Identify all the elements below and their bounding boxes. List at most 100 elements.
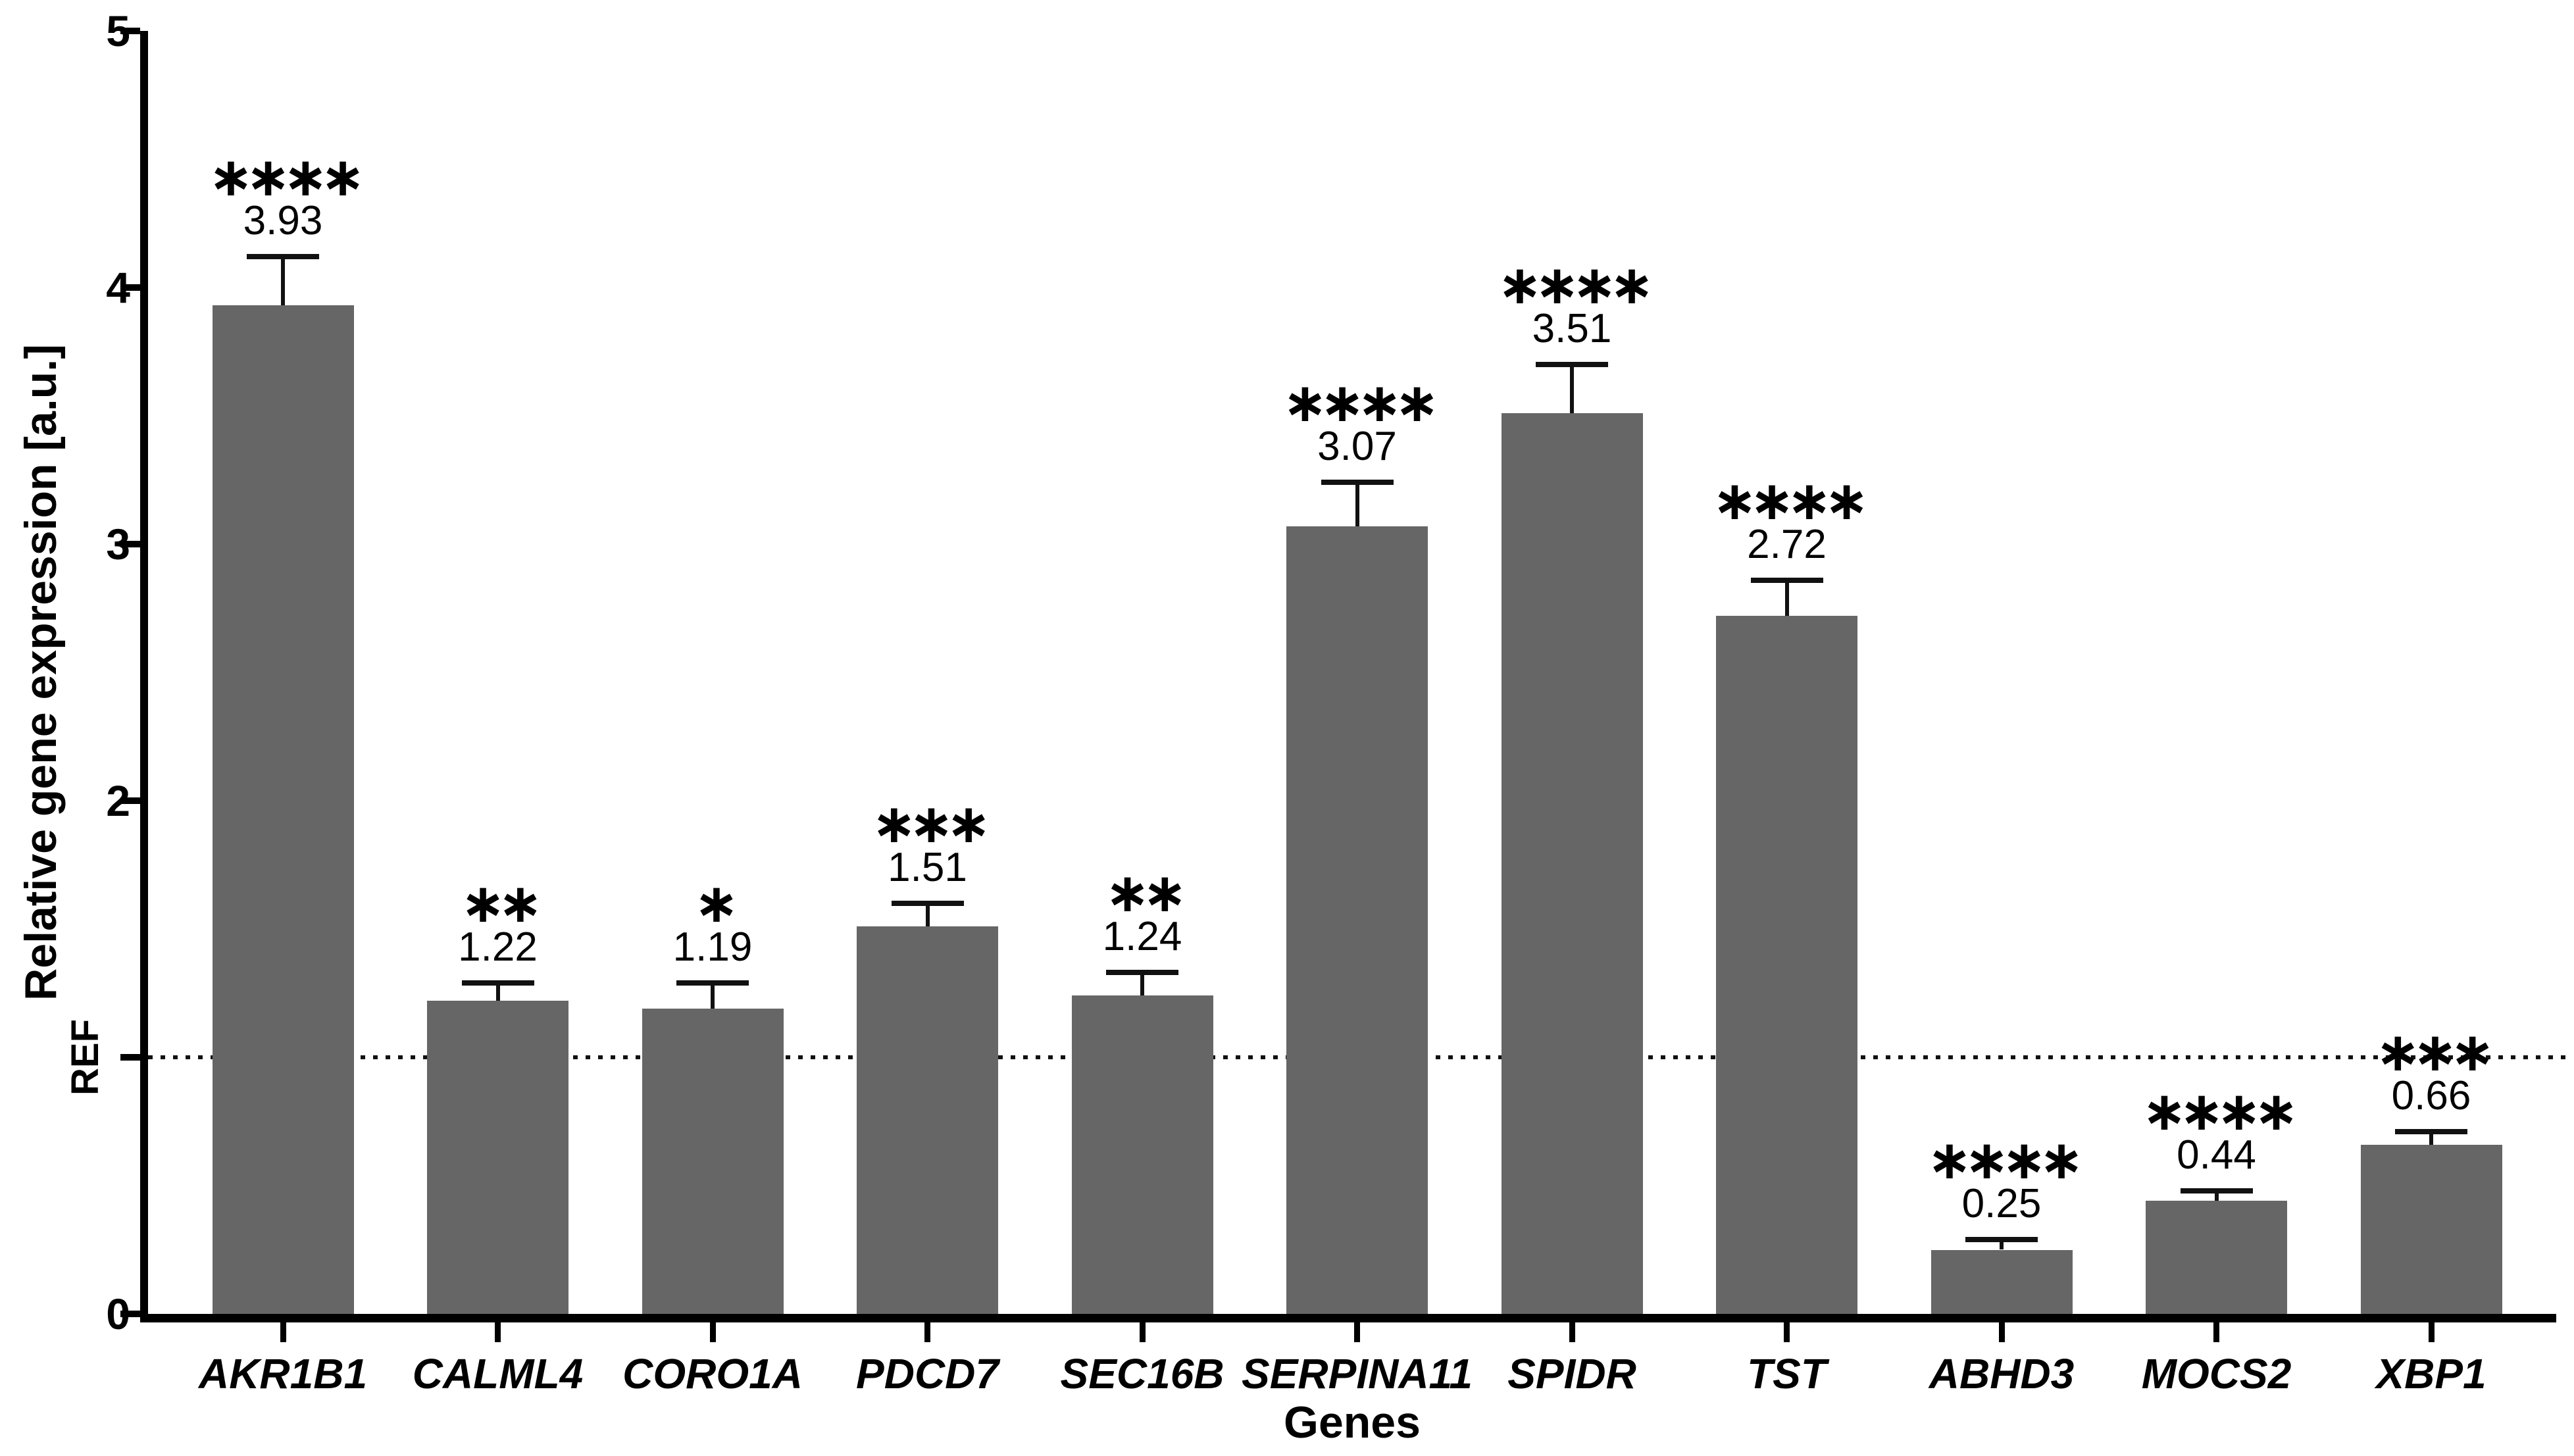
error-bar-stem	[711, 985, 715, 1009]
error-bar-stem	[281, 259, 285, 306]
x-tick	[1998, 1322, 2005, 1342]
x-tick-label-gene: ABHD3	[1929, 1350, 2075, 1397]
bar-value-label: 3.51	[1532, 305, 1612, 351]
bar	[1930, 1249, 2073, 1314]
error-bar-stem	[1140, 975, 1144, 996]
y-tick-label-ref: REF	[64, 1019, 107, 1095]
bar-annotation: ∗∗∗∗ 3.93	[118, 146, 447, 245]
error-bar-stem	[1570, 366, 1574, 414]
bar-value-label: 3.93	[243, 198, 323, 244]
error-bar-stem	[2000, 1242, 2004, 1250]
bar	[1286, 526, 1428, 1314]
y-tick	[120, 1311, 140, 1317]
bar-annotation: ∗∗ 1.22	[334, 872, 663, 971]
error-bar-stem	[1355, 485, 1359, 526]
y-tick-label: 4	[106, 263, 130, 312]
significance-stars: ∗∗∗∗	[1927, 1128, 2084, 1192]
y-tick	[120, 541, 140, 547]
bar-value-label: 1.22	[458, 924, 538, 970]
x-tick	[2213, 1322, 2219, 1342]
bar-annotation: ∗∗∗∗ 3.07	[1193, 376, 1522, 470]
y-tick-label: 0	[106, 1290, 130, 1338]
x-tick	[1784, 1322, 1790, 1342]
significance-stars: ∗∗∗	[871, 792, 991, 855]
x-axis-title: Genes	[1284, 1397, 1421, 1447]
error-bar-stem	[2429, 1134, 2433, 1145]
significance-stars: ∗∗	[460, 872, 543, 935]
x-tick-label-gene: MOCS2	[2141, 1350, 2292, 1397]
error-bar-cap	[2180, 1188, 2253, 1193]
x-tick	[1354, 1322, 1360, 1342]
x-tick	[1139, 1322, 1146, 1342]
bar	[857, 926, 998, 1314]
bar-value-label: 0.44	[2177, 1132, 2256, 1178]
error-bar-cap	[676, 980, 749, 986]
bar	[642, 1008, 784, 1314]
significance-stars: ∗∗∗∗	[1712, 469, 1869, 532]
x-tick-label-gene: TST	[1747, 1350, 1827, 1397]
significance-stars: ∗∗∗∗	[2142, 1080, 2299, 1143]
x-axis-line	[140, 1314, 2556, 1322]
bar	[1501, 413, 1643, 1314]
y-tick	[120, 797, 140, 804]
error-bar-cap	[2395, 1129, 2467, 1134]
bar-value-label: 1.24	[1102, 914, 1182, 960]
error-bar-stem	[2214, 1193, 2219, 1201]
y-tick	[120, 28, 140, 34]
error-bar-cap	[891, 900, 964, 906]
bar	[2146, 1201, 2287, 1314]
bar-value-label: 0.66	[2391, 1073, 2471, 1118]
error-bar-stem	[495, 985, 500, 1001]
significance-stars: ∗∗∗∗	[1497, 253, 1655, 316]
x-tick	[280, 1322, 286, 1342]
significance-stars: ∗∗∗∗	[208, 146, 366, 209]
bar-annotation: ∗ 1.19	[548, 872, 877, 971]
bar	[1071, 995, 1213, 1314]
y-tick	[120, 284, 140, 291]
significance-stars: ∗∗	[1105, 862, 1187, 925]
x-tick-label-gene: SERPINA11	[1242, 1350, 1473, 1397]
bar-annotation: ∗∗∗∗ 3.51	[1407, 253, 1736, 353]
error-bar-cap	[1965, 1236, 2038, 1242]
x-tick-label-gene: CALML4	[412, 1350, 584, 1397]
bar-value-label: 0.25	[1961, 1180, 2042, 1226]
significance-stars: ∗∗∗	[2375, 1021, 2495, 1084]
x-tick	[2428, 1322, 2435, 1342]
bar-value-label: 3.07	[1317, 424, 1397, 470]
error-bar-cap	[1106, 970, 1178, 976]
x-tick-label-gene: SEC16B	[1060, 1350, 1224, 1397]
x-tick	[495, 1322, 501, 1342]
bar-annotation: ∗∗ 1.24	[978, 862, 1307, 961]
x-tick	[1569, 1322, 1575, 1342]
y-tick-label: 5	[106, 7, 130, 55]
bar	[427, 1001, 568, 1314]
bar-value-label: 1.51	[888, 844, 967, 890]
bar-annotation: ∗∗∗ 1.51	[763, 792, 1092, 891]
error-bar-stem	[925, 905, 930, 927]
bar-annotation: ∗∗∗∗ 2.72	[1623, 469, 1952, 568]
error-bar-cap	[1536, 361, 1608, 367]
error-bar-stem	[1784, 582, 1789, 616]
bar	[1716, 616, 1857, 1314]
x-tick-label-gene: AKR1B1	[198, 1350, 368, 1397]
y-tick-label: 2	[106, 776, 130, 825]
bar-annotation: ∗∗∗∗ 0.44	[2052, 1080, 2381, 1179]
x-tick-label-gene: SPIDR	[1507, 1350, 1636, 1397]
bar-annotation: ∗∗∗ 0.66	[2267, 1021, 2574, 1120]
bar-value-label: 1.19	[672, 924, 753, 970]
error-bar-cap	[1750, 577, 1823, 583]
error-bar-cap	[461, 980, 534, 986]
y-tick-label: 3	[106, 520, 130, 568]
x-tick	[709, 1322, 716, 1342]
bar-annotation: ∗∗∗∗ 0.25	[1837, 1128, 2166, 1228]
error-bar-cap	[247, 254, 319, 260]
bar-value-label: 2.72	[1747, 521, 1827, 567]
error-bar-cap	[1321, 480, 1394, 486]
bar	[2360, 1144, 2502, 1314]
significance-stars: ∗	[694, 872, 740, 935]
x-tick-label-gene: PDCD7	[856, 1350, 999, 1397]
y-tick	[120, 1054, 140, 1061]
y-axis-line	[140, 31, 148, 1322]
